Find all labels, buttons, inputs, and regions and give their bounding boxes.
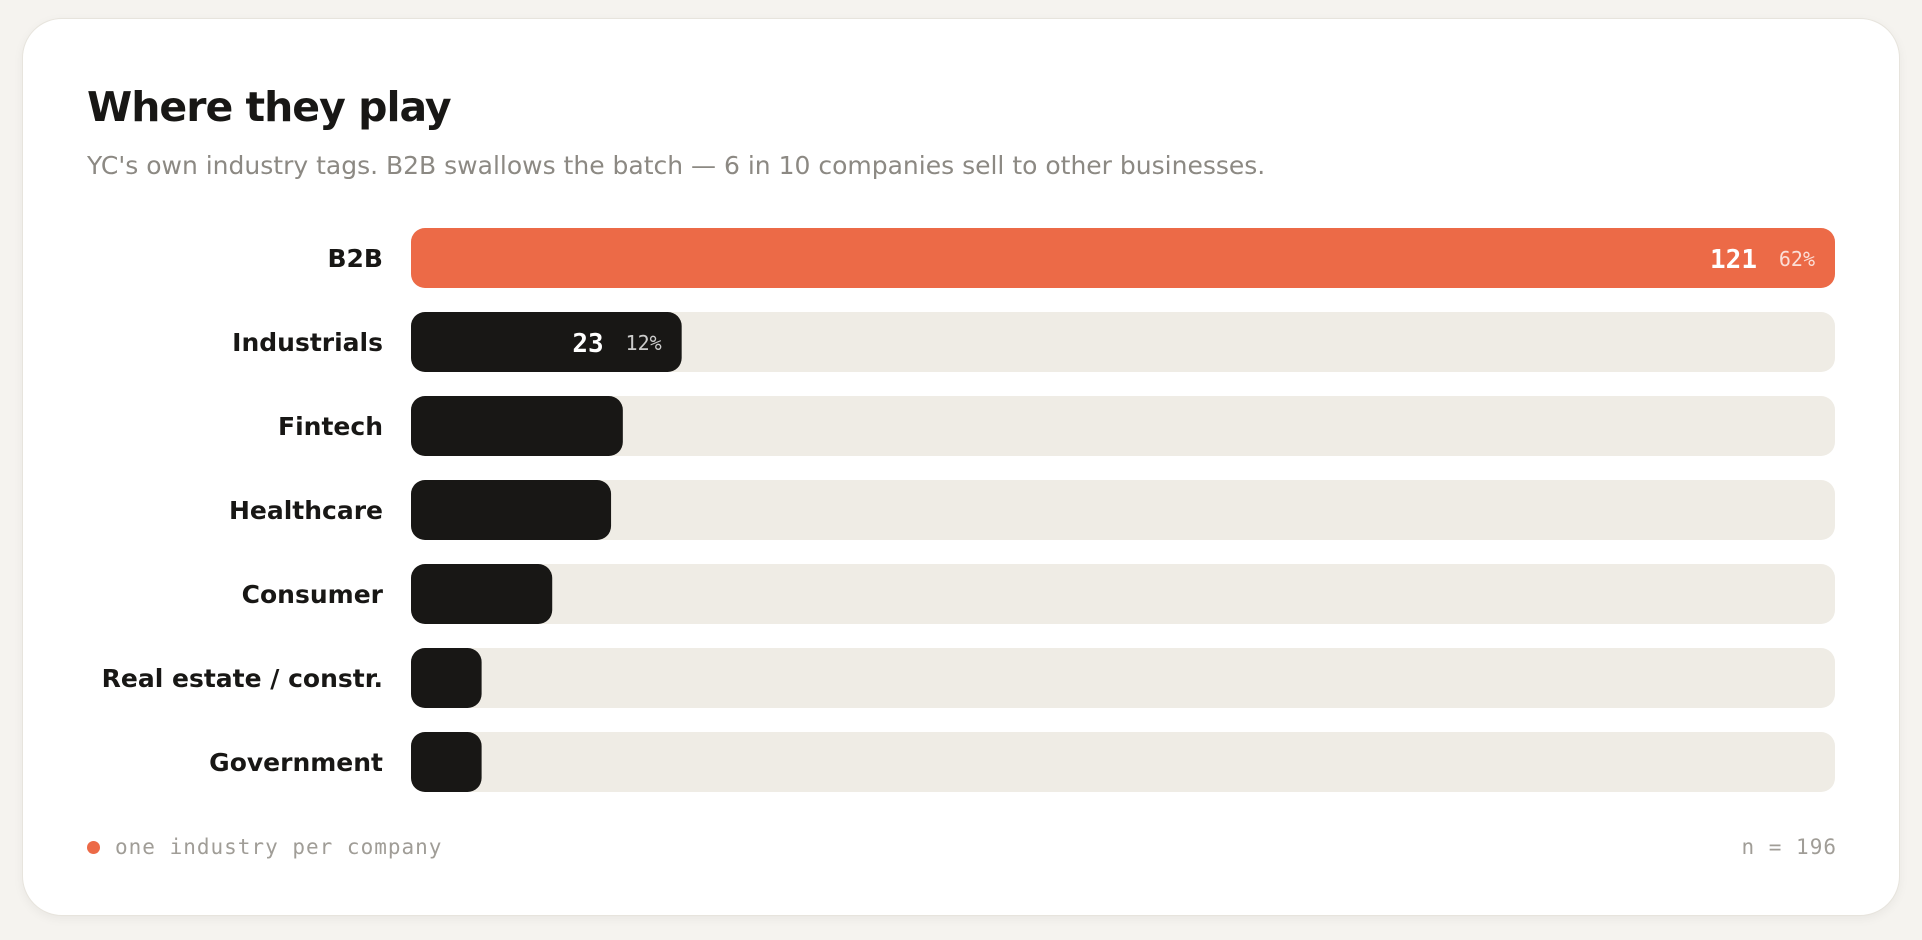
category-label: B2B [327, 244, 383, 273]
bar-row-consumer: Consumer [242, 564, 1835, 624]
percent-label: 12% [626, 331, 662, 355]
bar [411, 732, 482, 792]
sample-size: n = 196 [1741, 835, 1837, 859]
bar-track [411, 312, 1835, 372]
category-label: Consumer [242, 580, 384, 609]
bar-row-industrials: Industrials 12% 23 [232, 312, 1835, 372]
category-label: Healthcare [229, 496, 383, 525]
accent-dot-icon [87, 840, 100, 854]
value-label: 121 [1710, 245, 1757, 275]
bar-track [411, 480, 1835, 540]
bar [411, 228, 1835, 288]
category-label: Industrials [232, 328, 383, 357]
bar-chart: B2B 62% 121 Industrials 12% 23 Fintech Healthca… [102, 228, 1835, 792]
category-label: Fintech [278, 412, 383, 441]
bar-track [411, 396, 1835, 456]
chart-title: Where they play [87, 83, 452, 131]
bar-row-fintech: Fintech [278, 396, 1835, 456]
chart-card: Where they play YC's own industry tags. … [22, 18, 1900, 916]
bar-row-healthcare: Healthcare [229, 480, 1835, 540]
category-label: Government [209, 748, 383, 777]
footer-note: one industry per company [87, 835, 442, 859]
footer-note-text: one industry per company [115, 835, 443, 859]
bar-row-government: Government [209, 732, 1835, 792]
bar [411, 480, 612, 540]
bar-row-b2b: B2B 62% 121 [327, 228, 1835, 288]
category-label: Real estate / constr. [102, 664, 383, 693]
bar-track [411, 732, 1835, 792]
bar-track [411, 564, 1835, 624]
bar [411, 648, 482, 708]
value-label: 23 [572, 329, 603, 359]
chart-subtitle: YC's own industry tags. B2B swallows the… [87, 151, 1266, 180]
bar-row-real-estate-constr: Real estate / constr. [102, 648, 1835, 708]
bar [411, 312, 682, 372]
bar [411, 564, 553, 624]
percent-label: 62% [1779, 247, 1815, 271]
bar-track [411, 648, 1835, 708]
bar [411, 396, 623, 456]
